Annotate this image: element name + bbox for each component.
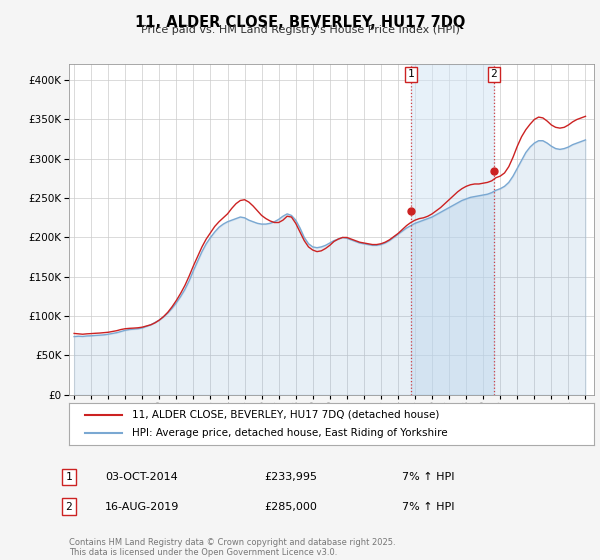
Text: 1: 1 [65,472,73,482]
Text: 7% ↑ HPI: 7% ↑ HPI [402,472,455,482]
Text: Price paid vs. HM Land Registry's House Price Index (HPI): Price paid vs. HM Land Registry's House … [140,25,460,35]
Text: HPI: Average price, detached house, East Riding of Yorkshire: HPI: Average price, detached house, East… [132,428,448,438]
Text: 03-OCT-2014: 03-OCT-2014 [105,472,178,482]
Text: 16-AUG-2019: 16-AUG-2019 [105,502,179,512]
Bar [411,64,494,395]
Text: 1: 1 [407,69,414,80]
Text: 7% ↑ HPI: 7% ↑ HPI [402,502,455,512]
Text: Contains HM Land Registry data © Crown copyright and database right 2025.
This d: Contains HM Land Registry data © Crown c… [69,538,395,557]
Text: 2: 2 [65,502,73,512]
Text: 11, ALDER CLOSE, BEVERLEY, HU17 7DQ (detached house): 11, ALDER CLOSE, BEVERLEY, HU17 7DQ (det… [132,410,439,420]
Text: 2: 2 [490,69,497,80]
Text: £233,995: £233,995 [264,472,317,482]
Text: 11, ALDER CLOSE, BEVERLEY, HU17 7DQ: 11, ALDER CLOSE, BEVERLEY, HU17 7DQ [135,15,465,30]
Text: £285,000: £285,000 [264,502,317,512]
